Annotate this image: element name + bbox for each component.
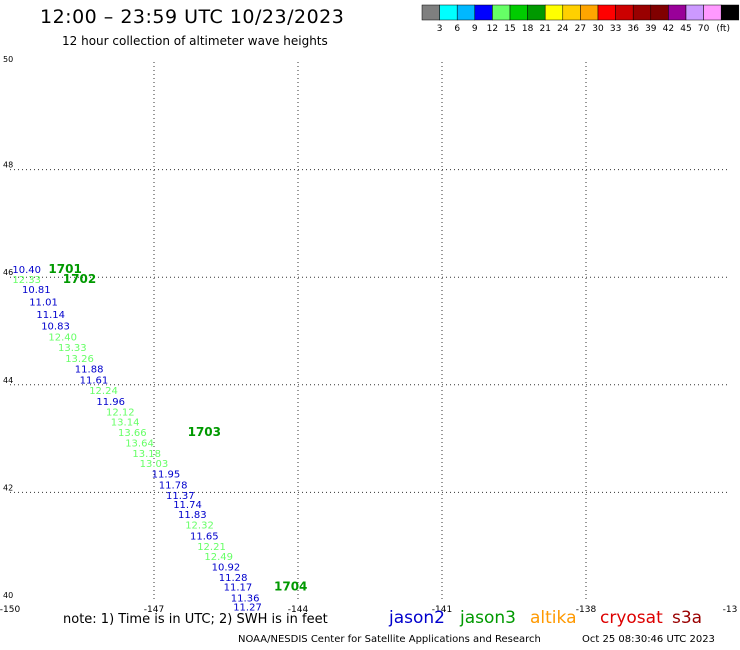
x-tick-label: -150 (0, 605, 20, 615)
x-tick-label: -144 (288, 605, 309, 615)
satellite-legend-s3a: s3a (672, 608, 703, 628)
wave-height-point: 13.18 (132, 449, 161, 460)
wave-height-point: 13.26 (65, 354, 94, 365)
wave-height-point: 13.14 (111, 417, 140, 428)
wave-height-point: 13.03 (140, 459, 169, 470)
colorbar-label: 27 (575, 24, 586, 34)
colorbar-label: 24 (557, 24, 569, 34)
color-scale-legend: 3 6 9 12 15 18 21 24 27 30 33 36 39 42 45 70 (ft) (421, 4, 740, 34)
wave-height-point: 11.17 (224, 583, 253, 594)
x-tick-label: -138 (576, 605, 597, 615)
x-tick-label: -147 (144, 605, 164, 615)
x-tick-label: -13 (723, 605, 738, 615)
footer-note: note: 1) Time is in UTC; 2) SWH is in fe… (63, 612, 328, 627)
wave-height-point: 12.12 (106, 408, 135, 419)
wave-height-point: 10.40 (12, 265, 41, 276)
colorbar-label: 6 (454, 24, 460, 34)
wave-height-point: 11.61 (80, 375, 109, 386)
colorbar-label: 12 (487, 24, 498, 34)
wave-height-point: 11.78 (159, 480, 188, 491)
colorbar-label: 39 (645, 24, 657, 34)
y-tick-label: 42 (3, 483, 13, 492)
colorbar-label: 42 (663, 24, 674, 34)
colorbar-label: 21 (539, 24, 550, 34)
wave-height-point: 12.33 (12, 275, 41, 286)
wave-height-point: 11.88 (75, 365, 104, 376)
wave-height-point: 11.36 (231, 593, 260, 604)
wave-height-point: 13.64 (125, 438, 154, 449)
wave-height-point: 10.83 (41, 322, 70, 333)
colorbar-label: 18 (522, 24, 534, 34)
wave-height-point: 11.01 (29, 297, 58, 308)
colorbar-label: 3 (437, 24, 443, 34)
colorbar-label: 36 (627, 24, 639, 34)
wave-height-point: 11.74 (173, 500, 202, 511)
wave-height-point: 11.65 (190, 531, 219, 542)
wave-height-point: 11.28 (219, 573, 248, 584)
wave-height-point: 10.81 (22, 285, 51, 296)
satellite-legend-altika: altika (530, 608, 577, 628)
wave-height-point: 12.21 (197, 542, 226, 553)
pass-time-label: 1701 (48, 262, 81, 276)
pass-time-label: 1702 (63, 272, 96, 286)
colorbar-label: 9 (472, 24, 478, 34)
wave-height-point: 12.32 (185, 521, 214, 532)
wave-height-point: 13.33 (58, 343, 87, 354)
y-tick-label: 44 (3, 376, 13, 385)
colorbar-label: 15 (504, 24, 515, 34)
satellite-legend-jason3: jason3 (460, 608, 516, 628)
satellite-legend-jason2: jason2 (389, 608, 445, 628)
wave-height-point: 11.14 (36, 310, 65, 321)
colorbar-label: (ft) (716, 24, 730, 34)
pass-time-label: 1704 (274, 580, 307, 594)
wave-height-point: 11.27 (233, 602, 262, 613)
footer-timestamp: Oct 25 08:30:46 UTC 2023 (582, 634, 715, 645)
y-tick-label: 50 (3, 55, 13, 64)
wave-height-point: 13.66 (118, 428, 147, 439)
y-tick-label: 40 (3, 591, 13, 600)
colorbar-label: 30 (592, 24, 604, 34)
wave-height-point: 12.24 (89, 386, 118, 397)
colorbar-swatch (720, 4, 740, 21)
page-subtitle: 12 hour collection of altimeter wave hei… (62, 34, 328, 48)
page-title: 12:00 – 23:59 UTC 10/23/2023 (40, 6, 345, 28)
wave-height-point: 11.95 (152, 470, 181, 481)
colorbar-label: 70 (698, 24, 710, 34)
colorbar-label: 45 (680, 24, 691, 34)
wave-height-point: 12.40 (48, 332, 77, 343)
wave-height-point: 10.92 (212, 563, 241, 574)
colorbar-label: 33 (610, 24, 621, 34)
footer-credit: NOAA/NESDIS Center for Satellite Applica… (238, 634, 541, 645)
pass-time-label: 1703 (188, 425, 221, 439)
y-tick-label: 48 (3, 161, 13, 170)
wave-height-point: 12.49 (204, 552, 233, 563)
wave-height-point: 11.96 (96, 397, 125, 408)
wave-height-point: 11.83 (178, 510, 207, 521)
y-tick-label: 46 (3, 268, 13, 277)
satellite-legend-cryosat: cryosat (600, 608, 663, 628)
x-tick-label: -141 (432, 605, 452, 615)
wave-height-point: 11.37 (166, 491, 195, 502)
